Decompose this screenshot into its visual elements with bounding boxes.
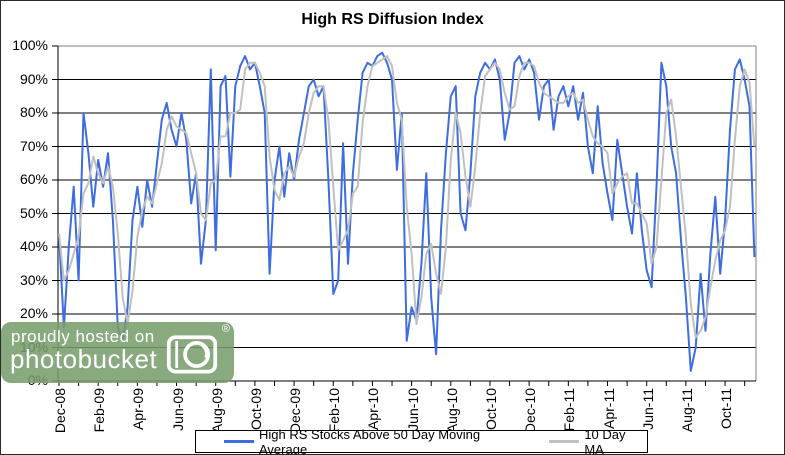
x-axis-label: Jun-09	[169, 388, 186, 431]
watermark-brand: photobucket	[10, 344, 158, 374]
x-axis-label: Aug-09	[208, 388, 225, 434]
x-axis-label: Dec-10	[522, 388, 539, 434]
y-axis-label: 90%	[19, 70, 48, 87]
y-axis-label: 30%	[19, 271, 48, 288]
series-line-0	[58, 51, 756, 372]
x-axis-label: Aug-11	[678, 388, 695, 433]
x-axis-label: Feb-09	[91, 388, 108, 433]
chart-title: High RS Diffusion Index	[301, 11, 484, 28]
y-axis-label: 80%	[19, 104, 48, 120]
legend: High RS Stocks Above 50 Day Moving Avera…	[195, 426, 648, 455]
y-axis-label: 70%	[19, 137, 48, 154]
y-axis-label: 40%	[19, 238, 48, 254]
x-axis-label: Dec-08	[52, 388, 68, 434]
legend-label-series1: High RS Stocks Above 50 Day Moving Avera…	[259, 426, 481, 455]
registered-trademark-symbol: ®	[221, 323, 230, 335]
legend-line-blue-icon	[224, 440, 254, 443]
y-axis-label: 100%	[12, 37, 48, 53]
y-axis-label: 60%	[19, 171, 48, 187]
legend-label-series2: 10 Day MA	[584, 426, 626, 455]
x-axis-label: Feb-11	[561, 388, 578, 432]
legend-line-gray-icon	[549, 440, 580, 443]
watermark-tagline: proudly hosted on	[11, 327, 155, 346]
camera-icon	[166, 335, 218, 374]
x-axis-label: Apr-09	[130, 388, 147, 431]
series-line-1	[58, 55, 756, 339]
y-axis-label: 20%	[19, 305, 48, 321]
photobucket-watermark: proudly hosted on photobucket ®	[1, 322, 234, 383]
x-axis-label: Oct-11	[718, 388, 735, 429]
y-axis-label: 50%	[19, 204, 48, 221]
